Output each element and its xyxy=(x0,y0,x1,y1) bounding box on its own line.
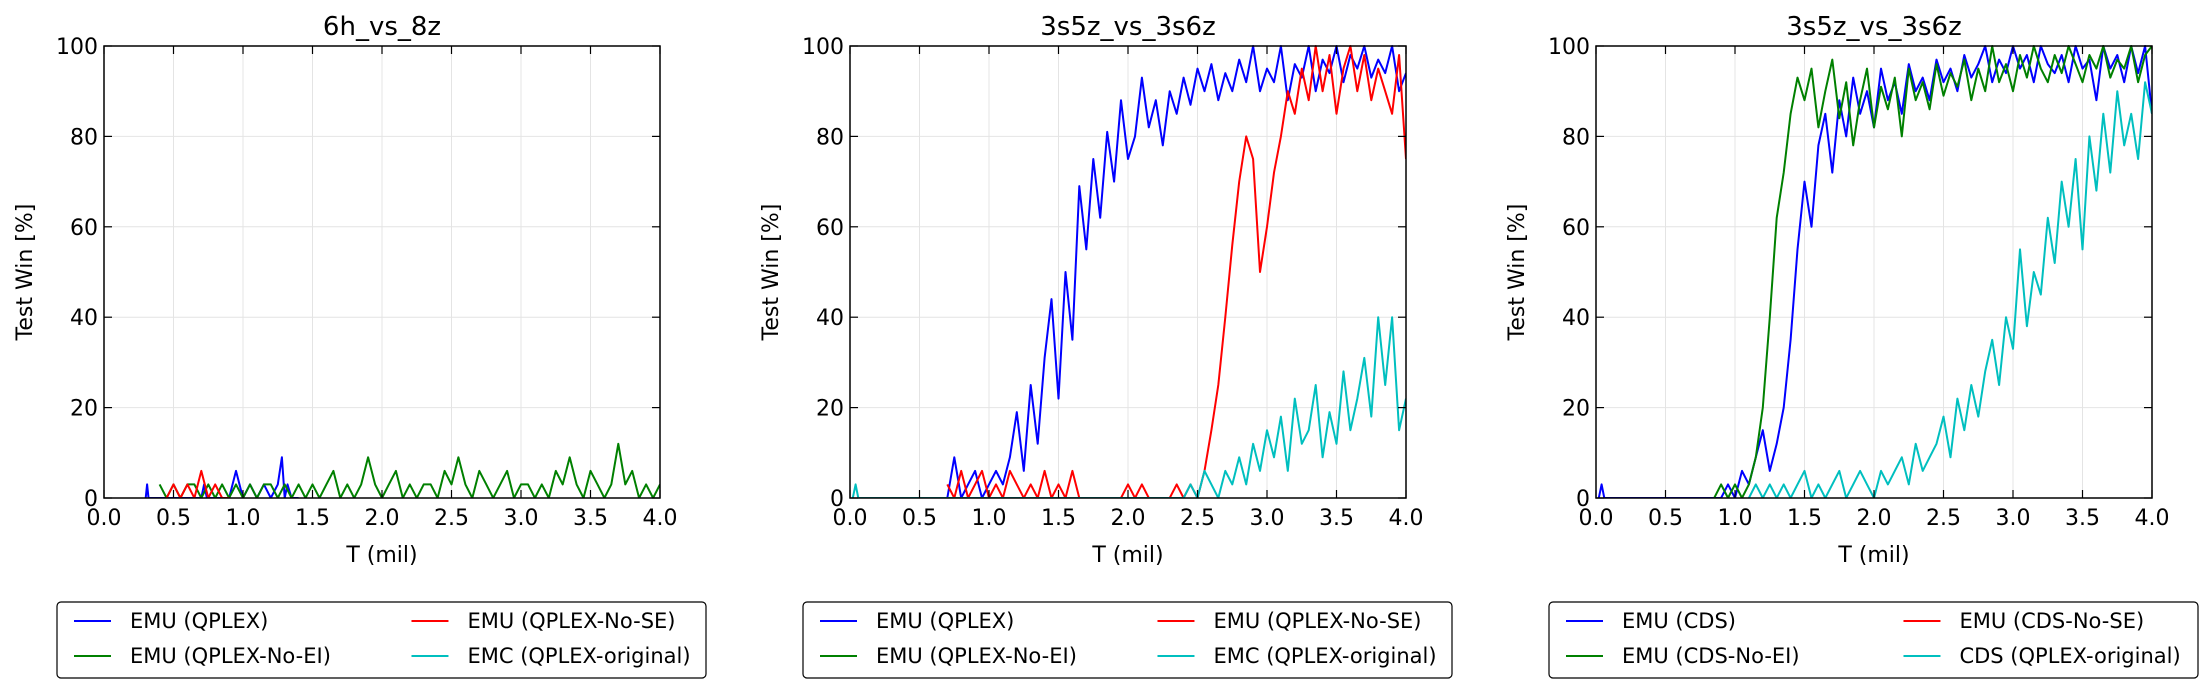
legend-label: EMU (CDS-No-EI) xyxy=(1622,644,1800,668)
x-tick-label: 0.5 xyxy=(156,506,191,531)
x-tick-label: 1.5 xyxy=(1041,506,1076,531)
x-tick-label: 1.5 xyxy=(295,506,330,531)
legend: EMU (QPLEX) EMU (QPLEX-No-EI) EMU (QPLEX-N… xyxy=(56,601,707,679)
y-tick-label: 80 xyxy=(1562,125,1590,150)
legend-label: EMU (QPLEX) xyxy=(876,609,1014,633)
y-tick-label: 20 xyxy=(70,397,98,422)
y-tick-label: 0 xyxy=(830,487,844,512)
x-tick-label: 2.0 xyxy=(365,506,400,531)
x-tick-label: 3.0 xyxy=(1250,506,1285,531)
series-line-2 xyxy=(1713,45,2152,498)
x-axis-label: T (mil) xyxy=(1837,543,1909,568)
y-tick-label: 60 xyxy=(70,216,98,241)
x-tick-label: 4.0 xyxy=(1389,506,1424,531)
legend-label: EMU (QPLEX-No-EI) xyxy=(876,644,1077,668)
y-tick-label: 60 xyxy=(1562,216,1590,241)
y-axis-label: Test Win [%] xyxy=(13,204,38,342)
x-tick-label: 0.0 xyxy=(833,506,868,531)
legend-item: EMU (QPLEX-No-SE) xyxy=(1157,609,1422,633)
x-tick-label: 4.0 xyxy=(643,506,678,531)
chart-title: 3s5z_vs_3s6z xyxy=(1786,12,1962,42)
x-axis-label: T (mil) xyxy=(1091,543,1163,568)
legend-label: EMU (QPLEX-No-EI) xyxy=(130,644,331,668)
y-tick-label: 80 xyxy=(816,125,844,150)
y-tick-label: 20 xyxy=(1562,397,1590,422)
legend-item: EMU (QPLEX-No-SE) xyxy=(411,609,676,633)
legend-item: EMU (CDS-No-SE) xyxy=(1903,609,2144,633)
legend-item: EMU (QPLEX-No-EI) xyxy=(74,644,331,668)
y-tick-label: 40 xyxy=(1562,306,1590,331)
legend-item: EMU (QPLEX-No-EI) xyxy=(820,644,1077,668)
legend-label: EMU (CDS) xyxy=(1622,609,1736,633)
y-tick-label: 0 xyxy=(84,487,98,512)
y-axis-label: Test Win [%] xyxy=(759,204,784,342)
y-tick-label: 0 xyxy=(1576,487,1590,512)
x-tick-label: 3.5 xyxy=(1319,506,1354,531)
x-tick-label: 3.5 xyxy=(573,506,608,531)
legend-label: EMU (CDS-No-SE) xyxy=(1959,609,2144,633)
x-tick-label: 2.5 xyxy=(1926,506,1961,531)
x-tick-label: 3.0 xyxy=(1996,506,2031,531)
legend-label: EMC (QPLEX-original) xyxy=(467,644,690,668)
legend-label: EMC (QPLEX-original) xyxy=(1213,644,1436,668)
legend-box xyxy=(56,601,707,679)
y-tick-label: 80 xyxy=(70,125,98,150)
x-axis-label: T (mil) xyxy=(345,543,417,568)
series-line-3 xyxy=(946,45,1406,498)
x-tick-label: 2.5 xyxy=(1180,506,1215,531)
x-tick-label: 2.0 xyxy=(1111,506,1146,531)
x-tick-label: 1.5 xyxy=(1787,506,1822,531)
legend-item: EMU (QPLEX) xyxy=(820,609,1014,633)
legend-label: CDS (QPLEX-original) xyxy=(1959,644,2180,668)
legend-label: EMU (QPLEX-No-SE) xyxy=(467,609,675,633)
chart-panel-2: 0.0 0.5 1.0 1.5 2.0 2.5 3.0 3.5 4.0 0 20 40 60 80 100 3… xyxy=(759,12,1453,679)
series-line-1 xyxy=(946,45,1406,498)
legend-item: EMU (CDS) xyxy=(1566,609,1736,633)
y-tick-label: 100 xyxy=(56,35,98,60)
series-line-4 xyxy=(1748,81,2152,498)
legend-label: EMU (QPLEX) xyxy=(130,609,268,633)
x-tick-label: 2.0 xyxy=(1857,506,1892,531)
series-line-2 xyxy=(158,442,660,498)
y-tick-label: 20 xyxy=(816,397,844,422)
series-line-1 xyxy=(1597,45,2152,498)
x-tick-label: 0.0 xyxy=(87,506,122,531)
legend-item: EMU (CDS-No-EI) xyxy=(1566,644,1800,668)
legend-item: EMC (QPLEX-original) xyxy=(1157,644,1437,668)
y-tick-label: 100 xyxy=(802,35,844,60)
y-axis-label: Test Win [%] xyxy=(1505,204,1530,342)
y-tick-label: 60 xyxy=(816,216,844,241)
legend-item: CDS (QPLEX-original) xyxy=(1903,644,2181,668)
x-tick-label: 0.0 xyxy=(1579,506,1614,531)
x-tick-label: 1.0 xyxy=(1718,506,1753,531)
x-tick-label: 0.5 xyxy=(902,506,937,531)
chart-panel-1: 0.0 0.5 1.0 1.5 2.0 2.5 3.0 3.5 4.0 0 20 40 60 80 100 6… xyxy=(13,12,707,679)
x-tick-label: 1.0 xyxy=(226,506,261,531)
legend-box xyxy=(1548,601,2199,679)
x-tick-label: 1.0 xyxy=(972,506,1007,531)
x-tick-label: 2.5 xyxy=(434,506,469,531)
y-tick-label: 100 xyxy=(1548,35,1590,60)
legend-box xyxy=(802,601,1453,679)
x-tick-label: 4.0 xyxy=(2135,506,2170,531)
legend-item: EMC (QPLEX-original) xyxy=(411,644,691,668)
series-line-4 xyxy=(851,316,1406,498)
legend-label: EMU (QPLEX-No-SE) xyxy=(1213,609,1421,633)
chart-title: 6h_vs_8z xyxy=(323,12,441,42)
legend-item: EMU (QPLEX) xyxy=(74,609,268,633)
y-tick-label: 40 xyxy=(816,306,844,331)
series-line-3 xyxy=(165,469,230,498)
y-tick-label: 40 xyxy=(70,306,98,331)
legend: EMU (QPLEX) EMU (QPLEX-No-EI) EMU (QPLEX-N… xyxy=(802,601,1453,679)
x-tick-label: 0.5 xyxy=(1648,506,1683,531)
x-tick-label: 3.5 xyxy=(2065,506,2100,531)
chart-panel-3: 0.0 0.5 1.0 1.5 2.0 2.5 3.0 3.5 4.0 0 20 40 60 80 100 3… xyxy=(1505,12,2199,679)
x-tick-label: 3.0 xyxy=(504,506,539,531)
chart-title: 3s5z_vs_3s6z xyxy=(1040,12,1216,42)
legend: EMU (CDS) EMU (CDS-No-EI) EMU (CDS-No-SE) C… xyxy=(1548,601,2199,679)
